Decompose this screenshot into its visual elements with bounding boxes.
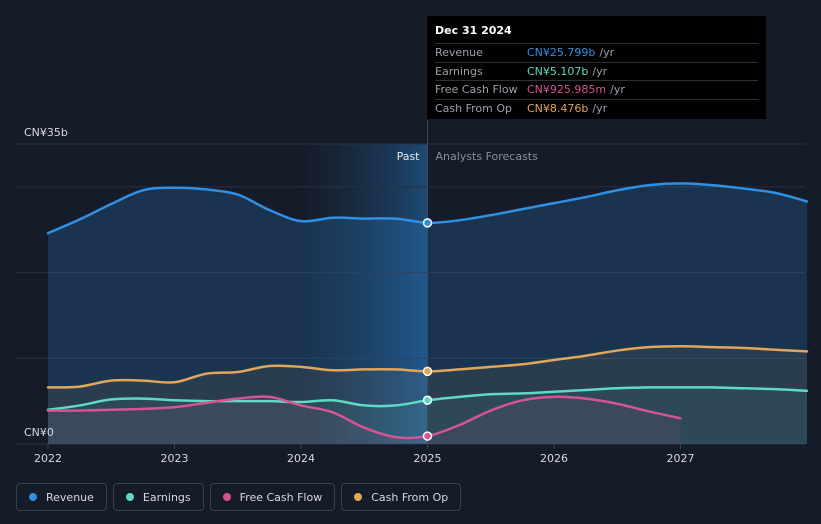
- legend-dot-icon: [354, 493, 363, 501]
- tooltip-date: Dec 31 2024: [435, 24, 512, 37]
- legend-label: Earnings: [142, 490, 191, 504]
- cash-from-op-marker[interactable]: [422, 366, 433, 377]
- earnings-marker[interactable]: [422, 395, 433, 405]
- data-tooltip: Dec 31 2024 Revenue CN¥25.799b/yr Earnings…: [427, 16, 766, 119]
- legend-label: Cash From Op: [371, 490, 449, 504]
- x-tick-label: 2023: [161, 452, 189, 465]
- past-highlight-band: [301, 144, 428, 444]
- tooltip-value: CN¥5.107b: [527, 64, 589, 78]
- tooltip-label: Earnings: [435, 64, 483, 78]
- forecast-label: Analysts Forecasts: [436, 150, 539, 163]
- x-tick-label: 2022: [34, 452, 62, 465]
- tooltip-row-earnings: Earnings CN¥5.107b/yr: [435, 61, 758, 81]
- tooltip-label: Free Cash Flow: [435, 83, 518, 97]
- legend-item-free-cash-flow[interactable]: Free Cash Flow: [209, 483, 336, 511]
- x-tick-label: 2025: [414, 452, 442, 465]
- tooltip-label: Cash From Op: [435, 101, 513, 115]
- tooltip-unit: /yr: [592, 101, 608, 115]
- legend-dot-icon: [222, 493, 231, 501]
- tooltip-unit: /yr: [599, 46, 615, 60]
- tooltip-label: Revenue: [435, 46, 483, 60]
- revenue-marker[interactable]: [422, 218, 433, 228]
- legend-item-earnings[interactable]: Earnings: [112, 483, 204, 511]
- x-tick-label: 2024: [287, 452, 315, 465]
- legend-item-cash-from-op[interactable]: Cash From Op: [341, 483, 462, 511]
- tooltip-unit: /yr: [610, 83, 625, 97]
- legend-label: Revenue: [46, 490, 94, 504]
- y-axis-top-label: CN¥35b: [24, 126, 68, 139]
- tooltip-row-free-cash-flow: Free Cash Flow CN¥925.985m/yr: [435, 80, 758, 99]
- legend-dot-icon: [29, 493, 37, 501]
- past-label: Past: [397, 150, 421, 163]
- legend-dot-icon: [125, 493, 134, 501]
- tooltip-value: CN¥25.799b: [527, 46, 596, 60]
- tooltip-unit: /yr: [592, 64, 608, 78]
- x-tick-label: 2027: [667, 452, 695, 465]
- x-tick-label: 2026: [540, 452, 568, 465]
- tooltip-value: CN¥8.476b: [527, 101, 589, 115]
- free-cash-flow-marker[interactable]: [422, 431, 433, 441]
- free-cash-flow-line: [46, 395, 682, 440]
- legend-item-revenue[interactable]: Revenue: [16, 483, 107, 511]
- tooltip-value: CN¥925.985m: [527, 83, 607, 97]
- tooltip-row-cash-from-op: Cash From Op CN¥8.476b/yr: [435, 98, 758, 118]
- y-axis-bottom-label: CN¥0: [24, 426, 54, 439]
- chart-legend: Revenue Earnings Free Cash Flow Cash From O…: [16, 483, 462, 511]
- tooltip-row-revenue: Revenue CN¥25.799b/yr: [435, 43, 758, 62]
- free-cash-flow-area: [48, 396, 681, 444]
- legend-label: Free Cash Flow: [239, 490, 323, 504]
